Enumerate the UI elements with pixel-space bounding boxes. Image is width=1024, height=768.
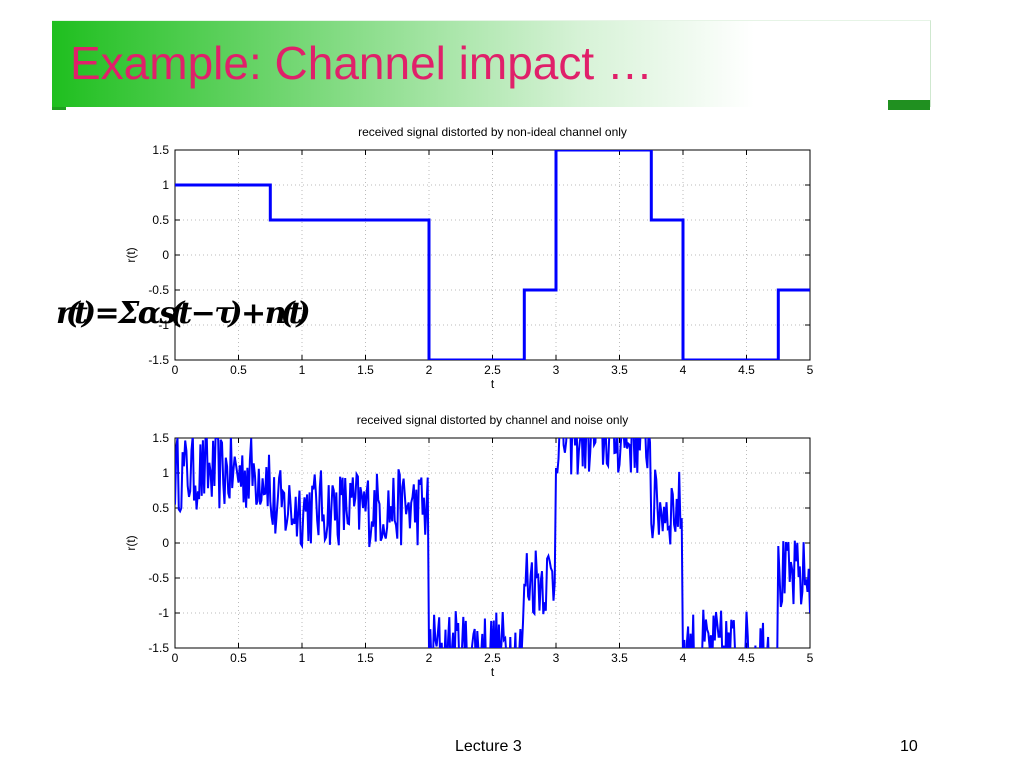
title-bar xyxy=(52,20,931,107)
y-tick-label: -0.5 xyxy=(148,283,169,297)
x-tick-label: 2 xyxy=(426,651,433,665)
x-tick-label: 1 xyxy=(299,651,306,665)
footer-lecture: Lecture 3 xyxy=(455,738,522,755)
x-tick-label: 3 xyxy=(553,363,560,377)
x-tick-label: 1.5 xyxy=(357,651,374,665)
x-tick-label: 2.5 xyxy=(484,363,501,377)
x-axis-label: t xyxy=(491,377,495,391)
page-number: 10 xyxy=(900,738,918,755)
x-tick-label: 4.5 xyxy=(738,651,755,665)
y-tick-label: -0.5 xyxy=(148,571,169,585)
y-axis-label: r(t) xyxy=(124,247,138,262)
x-tick-label: 3.5 xyxy=(611,651,628,665)
chart-title: received signal distorted by channel and… xyxy=(357,413,629,427)
x-tick-label: 0.5 xyxy=(230,363,247,377)
y-tick-label: -1 xyxy=(158,318,169,332)
y-tick-label: -1 xyxy=(158,606,169,620)
x-axis-label: t xyxy=(491,665,495,679)
title-bar-corner xyxy=(888,100,930,110)
overlay-equation: r(t) = Σ α s(t − τ) + n(t) xyxy=(56,296,311,328)
y-tick-label: 1.5 xyxy=(152,143,169,157)
y-tick-label: 0.5 xyxy=(152,213,169,227)
y-tick-label: 1 xyxy=(162,466,169,480)
chart-noiseless: received signal distorted by non-ideal c… xyxy=(124,125,814,391)
x-tick-label: 4 xyxy=(680,651,687,665)
x-tick-label: 5 xyxy=(807,651,814,665)
x-tick-label: 4.5 xyxy=(738,363,755,377)
y-tick-label: -1.5 xyxy=(148,641,169,655)
x-tick-label: 0 xyxy=(172,363,179,377)
x-tick-label: 4 xyxy=(680,363,687,377)
x-tick-label: 3.5 xyxy=(611,363,628,377)
y-tick-label: 1.5 xyxy=(152,431,169,445)
chart-noisy: received signal distorted by channel and… xyxy=(124,413,814,679)
slide-title: Example: Channel impact … xyxy=(70,37,653,89)
x-tick-label: 1.5 xyxy=(357,363,374,377)
x-tick-label: 2 xyxy=(426,363,433,377)
y-tick-label: 0.5 xyxy=(152,501,169,515)
x-tick-label: 5 xyxy=(807,363,814,377)
series-line xyxy=(175,150,810,360)
series-line xyxy=(175,438,810,648)
y-tick-label: 0 xyxy=(162,248,169,262)
chart-title: received signal distorted by non-ideal c… xyxy=(358,125,627,139)
y-tick-label: -1.5 xyxy=(148,353,169,367)
x-tick-label: 2.5 xyxy=(484,651,501,665)
y-axis-label: r(t) xyxy=(124,535,138,550)
x-tick-label: 0 xyxy=(172,651,179,665)
y-tick-label: 0 xyxy=(162,536,169,550)
x-tick-label: 0.5 xyxy=(230,651,247,665)
x-tick-label: 1 xyxy=(299,363,306,377)
x-tick-label: 3 xyxy=(553,651,560,665)
y-tick-label: 1 xyxy=(162,178,169,192)
